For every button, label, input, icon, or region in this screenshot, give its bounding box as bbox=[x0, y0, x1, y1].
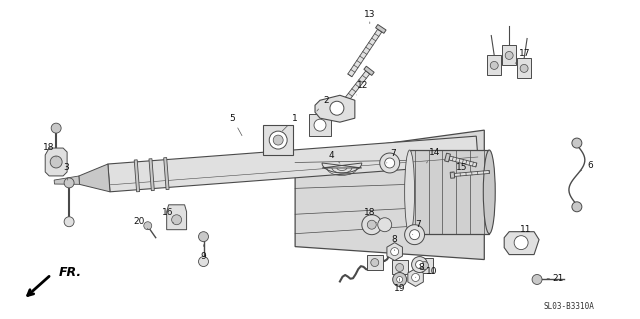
Circle shape bbox=[505, 51, 513, 59]
Text: 8: 8 bbox=[392, 235, 397, 251]
Circle shape bbox=[144, 222, 152, 230]
Circle shape bbox=[269, 131, 287, 149]
Circle shape bbox=[64, 178, 74, 188]
Polygon shape bbox=[417, 257, 433, 272]
Polygon shape bbox=[449, 156, 477, 167]
Polygon shape bbox=[517, 58, 531, 78]
Polygon shape bbox=[392, 260, 408, 274]
Ellipse shape bbox=[404, 150, 415, 234]
Polygon shape bbox=[504, 232, 539, 255]
Polygon shape bbox=[315, 95, 355, 122]
Circle shape bbox=[378, 218, 392, 232]
Polygon shape bbox=[338, 71, 370, 110]
Polygon shape bbox=[454, 170, 490, 176]
Text: FR.: FR. bbox=[59, 266, 83, 279]
Polygon shape bbox=[487, 56, 501, 75]
Circle shape bbox=[514, 236, 528, 249]
Circle shape bbox=[572, 202, 582, 212]
Circle shape bbox=[420, 262, 429, 270]
Circle shape bbox=[490, 62, 498, 70]
Circle shape bbox=[198, 256, 209, 267]
Circle shape bbox=[520, 64, 528, 72]
Polygon shape bbox=[502, 46, 516, 65]
Circle shape bbox=[50, 156, 62, 168]
Text: 17: 17 bbox=[515, 49, 531, 63]
Circle shape bbox=[415, 261, 424, 269]
Circle shape bbox=[172, 215, 182, 225]
Circle shape bbox=[385, 158, 395, 168]
Text: 11: 11 bbox=[516, 225, 532, 238]
Circle shape bbox=[412, 273, 420, 281]
Polygon shape bbox=[164, 158, 169, 189]
Polygon shape bbox=[387, 243, 403, 261]
Circle shape bbox=[397, 277, 403, 282]
Circle shape bbox=[396, 263, 404, 271]
Circle shape bbox=[410, 230, 420, 240]
Text: 8: 8 bbox=[415, 263, 424, 278]
Polygon shape bbox=[348, 29, 382, 77]
Circle shape bbox=[51, 123, 61, 133]
Polygon shape bbox=[149, 159, 154, 191]
Circle shape bbox=[371, 259, 379, 267]
Polygon shape bbox=[295, 130, 484, 260]
Polygon shape bbox=[367, 255, 383, 270]
FancyBboxPatch shape bbox=[263, 125, 293, 155]
Circle shape bbox=[198, 232, 209, 241]
FancyBboxPatch shape bbox=[309, 114, 331, 136]
Text: 12: 12 bbox=[356, 81, 369, 95]
Circle shape bbox=[273, 135, 283, 145]
Text: 20: 20 bbox=[133, 217, 148, 230]
Text: 15: 15 bbox=[451, 163, 467, 173]
Polygon shape bbox=[54, 176, 79, 184]
Circle shape bbox=[362, 215, 381, 235]
Text: 1: 1 bbox=[282, 114, 298, 131]
Text: 7: 7 bbox=[387, 149, 396, 163]
Text: 3: 3 bbox=[63, 163, 69, 180]
Text: SL03-B3310A: SL03-B3310A bbox=[543, 302, 595, 311]
Circle shape bbox=[314, 119, 326, 131]
Polygon shape bbox=[45, 148, 67, 176]
Circle shape bbox=[404, 225, 424, 245]
Polygon shape bbox=[410, 150, 489, 234]
Polygon shape bbox=[445, 153, 451, 162]
Text: 6: 6 bbox=[579, 161, 593, 172]
Text: 5: 5 bbox=[230, 114, 242, 136]
Polygon shape bbox=[408, 269, 423, 286]
Text: 2: 2 bbox=[317, 96, 329, 111]
Text: 10: 10 bbox=[420, 264, 437, 276]
Ellipse shape bbox=[483, 150, 495, 234]
Circle shape bbox=[393, 272, 406, 286]
Circle shape bbox=[412, 256, 428, 272]
Circle shape bbox=[330, 101, 344, 115]
Polygon shape bbox=[79, 164, 110, 192]
Text: 19: 19 bbox=[394, 278, 405, 293]
Text: 13: 13 bbox=[364, 10, 376, 24]
Polygon shape bbox=[364, 66, 374, 75]
Circle shape bbox=[380, 153, 399, 173]
Polygon shape bbox=[376, 25, 386, 33]
Text: 21: 21 bbox=[547, 274, 564, 283]
Circle shape bbox=[64, 217, 74, 227]
Text: 9: 9 bbox=[200, 245, 206, 261]
Polygon shape bbox=[450, 172, 454, 178]
Polygon shape bbox=[166, 205, 187, 230]
Text: 4: 4 bbox=[328, 151, 340, 163]
Circle shape bbox=[532, 274, 542, 285]
Circle shape bbox=[367, 220, 376, 229]
Circle shape bbox=[390, 248, 399, 256]
Text: 7: 7 bbox=[413, 220, 422, 235]
Text: 18: 18 bbox=[364, 208, 377, 223]
Polygon shape bbox=[322, 163, 362, 173]
Circle shape bbox=[572, 138, 582, 148]
Polygon shape bbox=[108, 136, 478, 192]
Text: 16: 16 bbox=[162, 208, 173, 223]
Text: 18: 18 bbox=[44, 143, 56, 157]
Text: 14: 14 bbox=[426, 147, 440, 163]
Polygon shape bbox=[134, 160, 140, 192]
